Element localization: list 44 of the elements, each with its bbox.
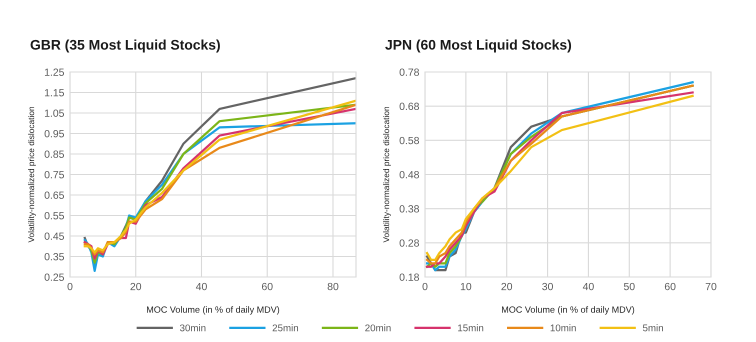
line-series [84, 122, 356, 272]
y-tick-label: 1.05 [44, 110, 64, 117]
y-tick-label: 0.28 [400, 239, 419, 247]
y-tick-label: 0.65 [44, 192, 64, 199]
x-tick-label: 10 [460, 282, 472, 290]
x-tick-label: 0 [422, 282, 428, 290]
y-tick-label: 0.25 [44, 274, 64, 281]
x-axis-title: MOC Volume (in % of daily MDV) [502, 306, 634, 315]
x-tick-label: 50 [624, 282, 635, 290]
y-axis-title: Volatility-normalized price dislocation [28, 106, 36, 243]
legend-label: 20min [365, 324, 391, 332]
legend-label: 5min [642, 324, 663, 332]
x-tick-label: 60 [262, 282, 273, 290]
y-tick-label: 0.55 [44, 212, 64, 220]
y-tick-label: 0.75 [44, 171, 64, 178]
x-tick-label: 80 [328, 282, 338, 290]
x-tick-label: 20 [130, 282, 142, 290]
x-tick-label: 30 [542, 282, 553, 290]
x-tick-label: 70 [706, 282, 716, 290]
legend-label: 10min [550, 324, 576, 332]
x-tick-label: 60 [664, 282, 676, 290]
legend-label: 15min [458, 324, 484, 332]
x-axis-title: MOC Volume (in % of daily MDV) [147, 306, 280, 315]
y-tick-label: 0.48 [400, 171, 419, 178]
y-tick-label: 0.18 [400, 274, 419, 281]
legend-label: 30min [180, 324, 206, 332]
y-tick-label: 0.85 [44, 150, 64, 158]
x-tick-label: 40 [582, 282, 594, 290]
x-tick-label: 0 [68, 282, 72, 290]
y-tick-label: 0.78 [400, 68, 419, 76]
legend-label: 25min [272, 324, 298, 332]
y-tick-label: 0.38 [400, 205, 419, 213]
y-tick-label: 0.45 [44, 232, 64, 240]
x-tick-label: 40 [196, 282, 207, 290]
y-tick-label: 1.15 [44, 89, 64, 96]
y-tick-label: 0.58 [400, 136, 419, 144]
y-tick-label: 0.68 [400, 102, 419, 110]
y-axis-title: Volatility-normalized price dislocation [383, 106, 391, 243]
y-tick-label: 0.95 [44, 130, 64, 138]
y-tick-label: 0.35 [44, 253, 64, 260]
chart-title: GBR (35 Most Liquid Stocks) [30, 40, 220, 52]
x-tick-label: 20 [501, 282, 512, 290]
chart-title: JPN (60 Most Liquid Stocks) [385, 40, 572, 52]
y-tick-label: 1.25 [44, 68, 64, 76]
